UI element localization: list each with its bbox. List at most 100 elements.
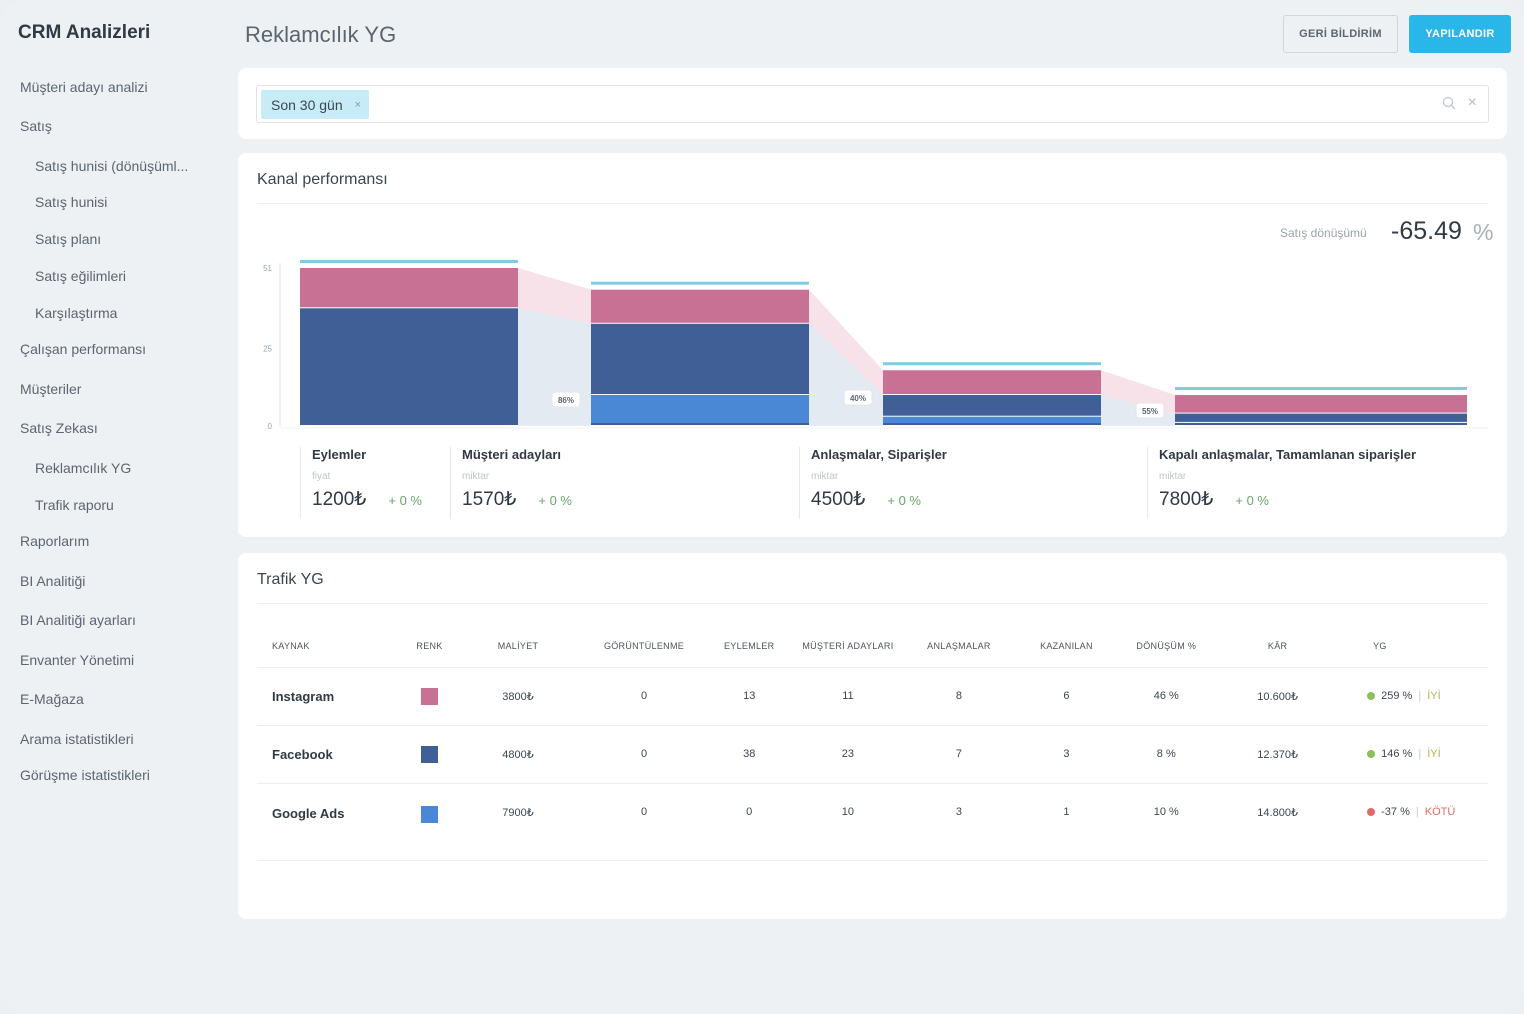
cell-cost: 3800₺ (472, 667, 564, 726)
cell-won: 3 (996, 725, 1137, 784)
bar-segment (591, 323, 809, 395)
filter-input[interactable]: Son 30 gün × × (256, 85, 1489, 123)
cell-color (387, 667, 472, 726)
sales-conversion-value: -65.49 (1391, 217, 1462, 245)
stage-subtitle: miktar (462, 471, 490, 482)
sidebar-item-e-store[interactable]: E-Mağaza (20, 691, 84, 707)
sidebar-item-sales-plan[interactable]: Satış planı (35, 231, 102, 247)
tag-close-icon[interactable]: × (354, 98, 362, 111)
sidebar-item-inventory[interactable]: Envanter Yönetimi (20, 652, 135, 668)
cell-cost: 4800₺ (472, 725, 564, 784)
column-header-conversion[interactable]: DÖNÜŞÜM % (1136, 625, 1197, 668)
cell-source: Instagram (257, 667, 387, 726)
sidebar-item-lead-analysis[interactable]: Müşteri adayı analizi (20, 79, 148, 95)
feedback-button[interactable]: GERİ BİLDİRİM (1283, 15, 1398, 53)
sidebar-item-sales-funnel-conversion[interactable]: Satış hunisi (dönüşüml... (35, 158, 189, 174)
table-row[interactable]: Facebook 4800₺ 0 38 23 7 3 8 % 12.370₺ 1… (257, 725, 1488, 784)
transition-label-box (843, 389, 873, 406)
channel-performance-card: Kanal performansı Satış dönüşümü -65.49 … (238, 153, 1507, 537)
status-dot-icon (1367, 692, 1376, 701)
sidebar-item-bi-analytics[interactable]: BI Analitiği (20, 573, 86, 589)
bar-total-line (883, 362, 1101, 366)
cell-profit: 10.600₺ (1196, 667, 1360, 726)
sidebar-item-call-stats[interactable]: Arama istatistikleri (20, 731, 134, 747)
roi-value: -37 % (1381, 805, 1410, 818)
status-dot-icon (1367, 750, 1376, 759)
cell-actions: 13 (724, 667, 775, 726)
column-header-views[interactable]: GÖRÜNTÜLENME (564, 625, 724, 668)
sidebar-item-traffic-report[interactable]: Trafik raporu (35, 497, 114, 513)
search-icon[interactable] (1442, 96, 1456, 110)
column-header-roi[interactable]: YG (1359, 625, 1488, 668)
column-header-source[interactable]: KAYNAK (257, 625, 387, 668)
card-divider (257, 203, 1488, 204)
cell-leads: 11 (774, 667, 922, 726)
roi-rating: KÖTÜ (1424, 805, 1456, 818)
divider: | (1418, 748, 1422, 760)
stage-delta: + 0 % (538, 493, 572, 508)
cell-profit: 14.800₺ (1196, 783, 1360, 861)
cell-deals: 7 (921, 725, 997, 784)
sidebar-item-sales-trends[interactable]: Satış eğilimleri (35, 268, 127, 284)
funnel-stage: Anlaşmalar, Siparişler miktar 4500₺ + 0 % (799, 447, 947, 519)
column-header-color[interactable]: RENK (387, 625, 472, 668)
column-header-profit[interactable]: KÂR (1196, 625, 1360, 668)
column-header-leads[interactable]: MÜŞTERİ ADAYLARI (774, 625, 922, 668)
sidebar-item-sales[interactable]: Satış (20, 118, 52, 134)
y-tick-label: 0 (268, 422, 273, 431)
funnel-stage: Kapalı anlaşmalar, Tamamlanan siparişler… (1147, 447, 1416, 519)
roi-value: 146 % (1381, 748, 1413, 760)
sidebar-item-advertising-roi[interactable]: Reklamcılık YG (35, 460, 132, 476)
bar-base-line (591, 423, 809, 425)
cell-leads: 23 (774, 725, 922, 784)
bar-segment (883, 416, 1101, 425)
sidebar-item-comparison[interactable]: Karşılaştırma (35, 305, 118, 321)
table-row[interactable]: Instagram 3800₺ 0 13 11 8 6 46 % 10.600₺… (257, 667, 1488, 726)
roi-rating: İYİ (1427, 748, 1441, 760)
transition-label: 86% (558, 396, 574, 405)
sidebar-item-sales-funnel[interactable]: Satış hunisi (35, 194, 108, 210)
funnel-stage: Müşteri adayları miktar 1570₺ + 0 % (450, 447, 572, 519)
cell-views: 0 (564, 667, 724, 726)
column-header-won[interactable]: KAZANILAN (996, 625, 1137, 668)
sidebar-item-bi-settings[interactable]: BI Analitiği ayarları (20, 612, 136, 628)
traffic-roi-title: Trafik YG (257, 571, 324, 588)
cell-won: 1 (996, 783, 1137, 861)
sidebar-item-customers[interactable]: Müşteriler (20, 381, 82, 397)
sidebar-item-sales-intelligence[interactable]: Satış Zekası (20, 420, 98, 436)
cell-conversion: 8 % (1136, 725, 1197, 784)
traffic-table: KAYNAK RENK MALİYET GÖRÜNTÜLENME EYLEMLE… (257, 625, 1488, 861)
cell-cost: 7900₺ (472, 783, 564, 861)
cell-actions: 38 (724, 725, 775, 784)
clear-filter-icon[interactable]: × (1467, 94, 1477, 111)
cell-source: Facebook (257, 725, 387, 784)
cell-views: 0 (564, 783, 724, 861)
cell-roi: 259 % | İYİ (1359, 667, 1488, 726)
bar-segment (883, 370, 1101, 395)
period-filter-tag[interactable]: Son 30 gün × (261, 90, 370, 119)
sidebar-item-my-reports[interactable]: Raporlarım (20, 533, 90, 549)
stage-subtitle: miktar (811, 471, 839, 482)
stage-value: 1570₺ (462, 489, 517, 510)
column-header-cost[interactable]: MALİYET (472, 625, 564, 668)
sidebar-item-meeting-stats[interactable]: Görüşme istatistikleri (20, 767, 150, 783)
brand-title: CRM Analizleri (18, 22, 151, 43)
cell-actions: 0 (724, 783, 775, 861)
sales-conversion-unit: % (1473, 219, 1494, 245)
sidebar: CRM Analizleri Müşteri adayı analizi Sat… (0, 0, 225, 1014)
y-tick-label: 25 (263, 345, 272, 354)
sidebar-item-employee-performance[interactable]: Çalışan performansı (20, 341, 147, 357)
cell-conversion: 10 % (1136, 783, 1197, 861)
cell-won: 6 (996, 667, 1137, 726)
column-header-actions[interactable]: EYLEMLER (724, 625, 775, 668)
column-header-deals[interactable]: ANLAŞMALAR (921, 625, 997, 668)
configure-button[interactable]: YAPILANDIR (1409, 15, 1511, 53)
stage-name: Müşteri adayları (462, 447, 561, 462)
traffic-roi-card: Trafik YG KAYNAK RENK MALİYET GÖRÜNTÜLEN… (238, 553, 1507, 919)
bar-total-line (591, 281, 809, 285)
stage-name: Eylemler (312, 447, 367, 462)
table-header-row: KAYNAK RENK MALİYET GÖRÜNTÜLENME EYLEMLE… (257, 625, 1488, 668)
bar-segment (883, 395, 1101, 416)
table-row[interactable]: Google Ads 7900₺ 0 0 10 3 1 10 % 14.800₺… (257, 783, 1488, 861)
